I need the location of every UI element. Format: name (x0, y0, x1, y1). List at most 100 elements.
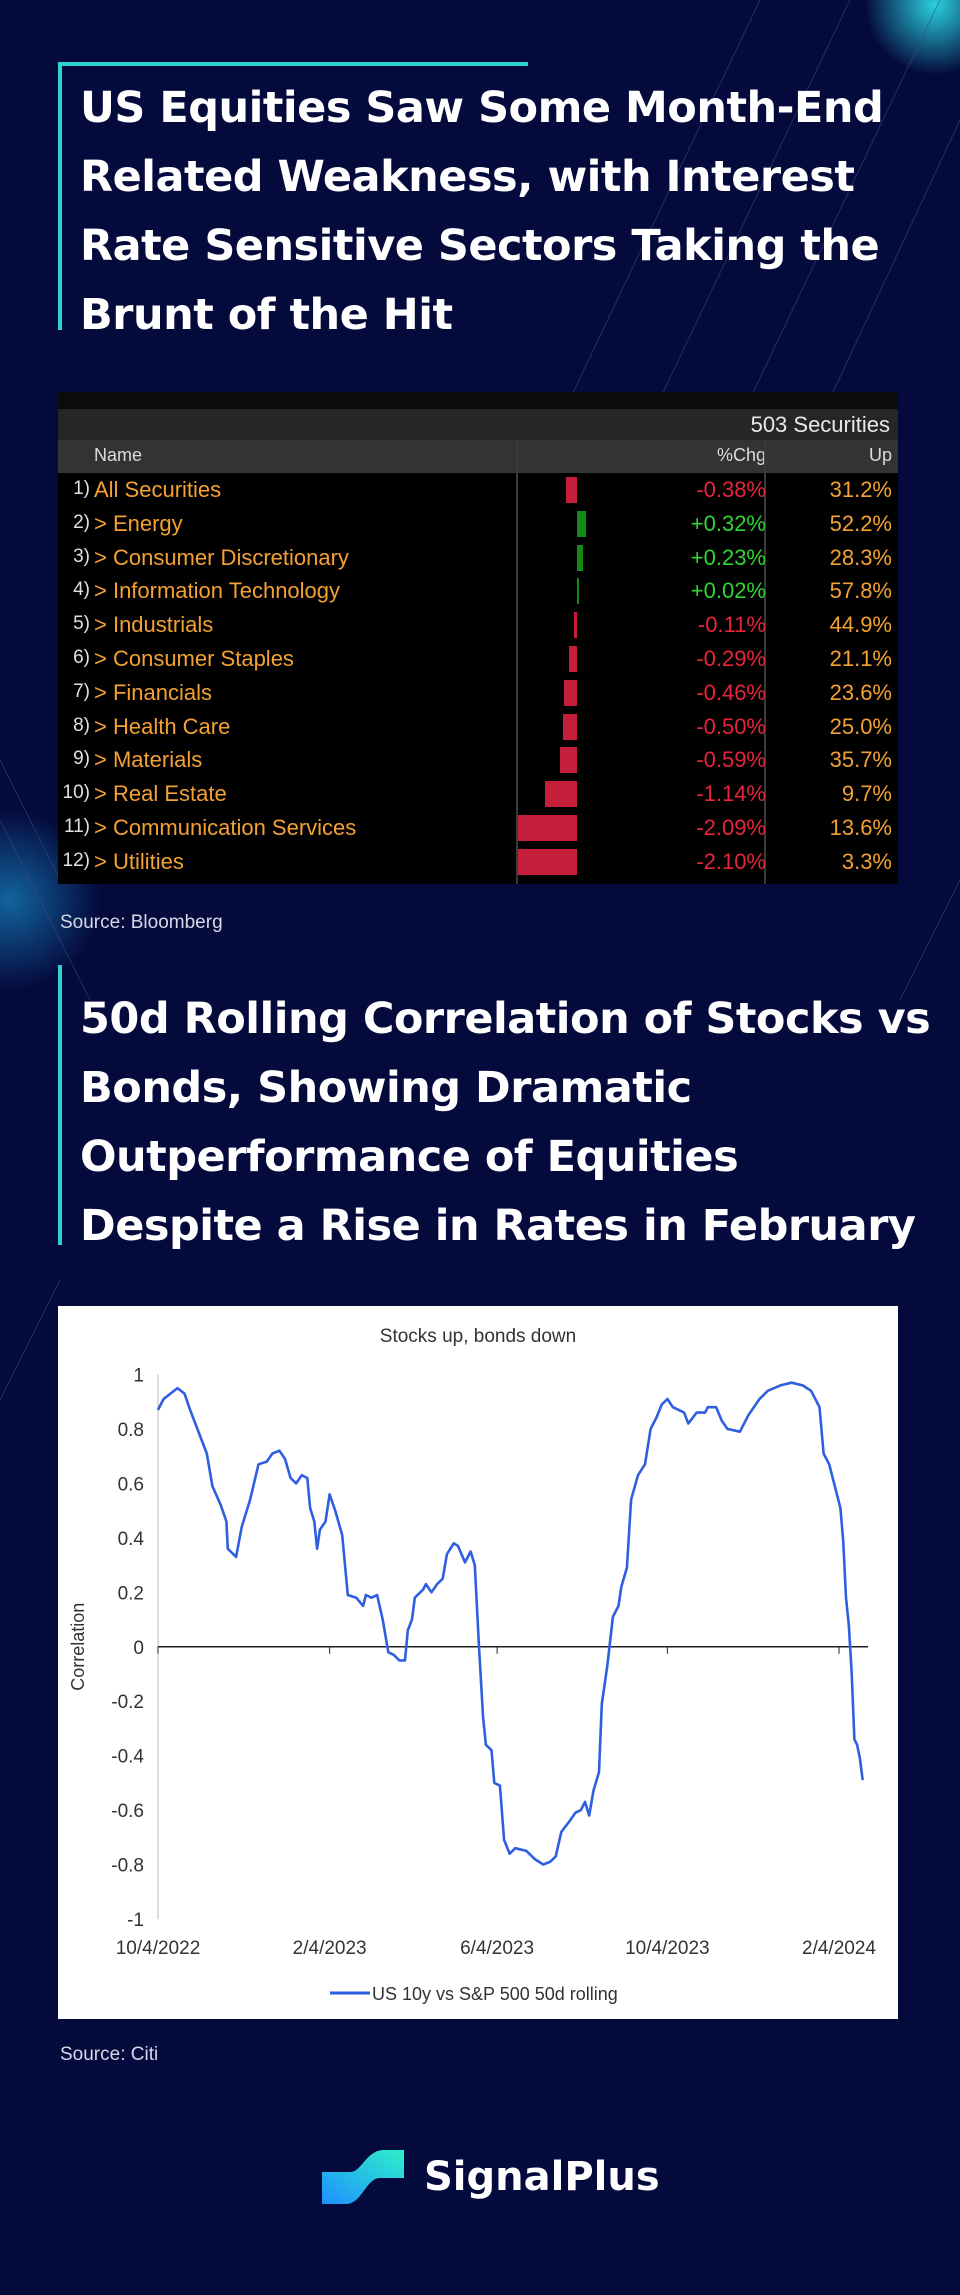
row-number: 1) (73, 478, 90, 499)
x-tick-label: 10/4/2023 (625, 1938, 710, 1959)
column-header-up[interactable]: Up (868, 445, 892, 465)
change-bar (518, 815, 577, 841)
column-header-name[interactable]: Name (94, 445, 143, 465)
row-number: 10) (62, 782, 90, 804)
column-divider (764, 440, 766, 884)
change-bar (568, 646, 577, 672)
y-tick-label: -0.6 (111, 1801, 144, 1822)
row-up-pct: 3.3% (841, 848, 892, 874)
y-tick-label: 0.6 (118, 1474, 144, 1495)
correlation-chart: Stocks up, bonds down 1 0.8 0.6 0.4 0.2 0 -0.2 -… (58, 1306, 898, 2019)
heading2-line: Outperformance of Equities (80, 1132, 739, 1182)
row-number: 9) (73, 748, 90, 770)
row-name: > Health Care (94, 713, 231, 739)
row-change: +0.23% (690, 544, 766, 570)
row-change: -2.09% (696, 815, 766, 840)
heading1-line: Related Weakness, with Interest (80, 152, 855, 202)
row-name: > Information Technology (94, 578, 341, 604)
change-bar (560, 747, 577, 774)
heading1-line: Rate Sensitive Sectors Taking the (80, 221, 880, 271)
table-row[interactable]: 12) > Utilities -2.10% 3.3% (58, 845, 898, 879)
table-row[interactable]: 8) > Health Care -0.50% 25.0% (58, 710, 898, 744)
row-name: > Financials (94, 679, 213, 705)
table-row[interactable]: 1) All Securities -0.38% 31.2% (58, 473, 898, 507)
heading1-line: Brunt of the Hit (80, 290, 453, 340)
y-tick-label: 1 (133, 1366, 144, 1387)
row-name: > Energy (94, 510, 183, 536)
row-change: -2.10% (696, 848, 766, 874)
row-number: 3) (73, 545, 90, 567)
table-row[interactable]: 10) > Real Estate -1.14% 9.7% (58, 777, 898, 811)
row-change: +0.32% (690, 510, 766, 536)
heading1-line: US Equities Saw Some Month-End (80, 83, 884, 133)
table-row[interactable]: 9) > Materials -0.59% 35.7% (58, 743, 898, 777)
row-change: -0.50% (696, 713, 766, 739)
x-tick-label: 10/4/2022 (116, 1938, 201, 1959)
row-name: > Utilities (94, 848, 184, 874)
y-tick-label: 0.2 (118, 1583, 144, 1604)
row-number: 2) (73, 511, 90, 533)
row-up-pct: 25.0% (829, 713, 892, 739)
table-row[interactable]: 2) > Energy +0.32% 52.2% (58, 507, 898, 541)
y-tick-label: 0 (133, 1638, 144, 1659)
row-up-pct: 57.8% (829, 578, 892, 604)
column-divider (516, 440, 518, 884)
heading1-bracket-top (58, 62, 528, 66)
table-row[interactable]: 3) > Consumer Discretionary +0.23% 28.3% (58, 541, 898, 575)
row-name: > Industrials (94, 612, 214, 638)
change-bar (564, 679, 577, 706)
x-tick-label: 2/4/2023 (293, 1938, 367, 1959)
change-bar (518, 848, 577, 875)
heading2-line: 50d Rolling Correlation of Stocks vs (80, 994, 931, 1044)
row-up-pct: 52.2% (829, 510, 892, 536)
table-row[interactable]: 11) > Communication Services -2.09% 13.6% (58, 811, 898, 845)
y-tick-label: 0.4 (118, 1529, 145, 1550)
heading2: 50d Rolling Correlation of Stocks vs Bon… (80, 985, 931, 1261)
row-name: > Communication Services (94, 815, 357, 840)
signalplus-logo: SignalPlus (322, 2148, 660, 2206)
row-number: 11) (63, 816, 90, 837)
row-number: 7) (73, 680, 90, 702)
row-change: -0.38% (696, 477, 766, 502)
row-change: -0.46% (696, 679, 766, 705)
heading1-bracket-side (58, 62, 62, 330)
source-bloomberg: Source: Bloomberg (60, 912, 223, 933)
table-row[interactable]: 6) > Consumer Staples -0.29% 21.1% (58, 642, 898, 676)
table-row[interactable]: 4) > Information Technology +0.02% 57.8% (58, 574, 898, 608)
row-change: -0.29% (696, 646, 766, 671)
row-name: > Real Estate (94, 781, 227, 807)
row-change: -1.14% (696, 781, 766, 807)
change-bar (577, 578, 579, 605)
row-number: 4) (73, 579, 90, 601)
row-up-pct: 31.2% (829, 477, 892, 502)
row-change: -0.11% (697, 612, 766, 638)
column-header-chg[interactable]: %Chg (716, 445, 766, 465)
row-number: 8) (73, 714, 90, 736)
legend-label: US 10y vs S&P 500 50d rolling (372, 1984, 618, 2004)
table-row[interactable]: 7) > Financials -0.46% 23.6% (58, 676, 898, 710)
x-tick-label: 2/4/2024 (802, 1938, 876, 1959)
change-bar (577, 510, 586, 537)
change-bar (573, 612, 577, 639)
row-up-pct: 13.6% (829, 815, 892, 840)
signalplus-logo-icon (322, 2150, 404, 2204)
chart-title: Stocks up, bonds down (380, 1326, 576, 1347)
brand-name: SignalPlus (424, 2154, 660, 2200)
row-name: > Consumer Discretionary (94, 544, 349, 570)
x-tick-label: 6/4/2023 (460, 1938, 534, 1959)
y-tick-label: -0.2 (111, 1692, 144, 1713)
row-up-pct: 44.9% (829, 612, 892, 638)
table-row[interactable]: 5) > Industrials -0.11% 44.9% (58, 608, 898, 642)
y-tick-label: -0.8 (111, 1856, 144, 1877)
y-tick-label: -0.4 (111, 1747, 144, 1768)
row-up-pct: 9.7% (841, 781, 892, 807)
row-up-pct: 23.6% (829, 679, 892, 705)
table-title-bar: 503 Securities (58, 409, 898, 440)
y-axis-label: Correlation (68, 1603, 88, 1691)
heading2-line: Bonds, Showing Dramatic (80, 1063, 692, 1113)
row-name: > Consumer Staples (94, 646, 294, 671)
table-header: Name %Chg Up (58, 440, 898, 473)
row-up-pct: 21.1% (829, 646, 892, 671)
y-tick-label: 0.8 (118, 1420, 144, 1441)
source-citi: Source: Citi (60, 2044, 159, 2065)
